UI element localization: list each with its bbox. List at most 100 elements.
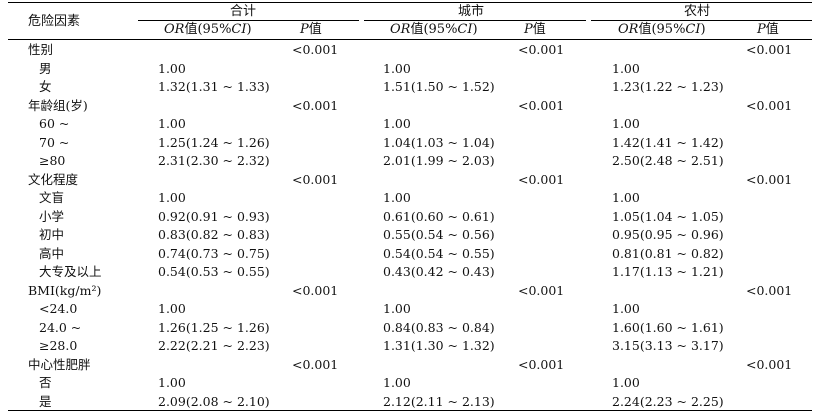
group-rule-rural — [591, 20, 812, 21]
or-value: 2.12(2.11 ~ 2.13) — [383, 393, 495, 409]
or-header-urban: OR值(95%CI) — [390, 21, 478, 39]
or-value: 1.00 — [612, 301, 640, 316]
or-value: 2.24(2.23 ~ 2.25) — [612, 393, 724, 409]
level-label: 24.0 ~ — [39, 319, 82, 335]
p-text: 值 — [308, 22, 322, 37]
p-value: <0.001 — [518, 171, 565, 187]
or-symbol: OR — [164, 22, 185, 37]
level-label: 否 — [39, 375, 52, 390]
or-value: 1.51(1.50 ~ 1.52) — [383, 79, 495, 94]
p-symbol: P — [757, 22, 766, 37]
level-label: ≥28.0 — [39, 338, 78, 353]
or-value: 1.00 — [158, 301, 186, 316]
group-rule-urban — [364, 20, 586, 21]
group-header-total: 合计 — [230, 4, 257, 19]
level-label: 大专及以上 — [39, 264, 102, 279]
or-value: 1.00 — [158, 116, 186, 131]
or-text: 值(95% — [638, 22, 686, 37]
group-label: 中心性肥胖 — [28, 356, 91, 372]
or-value: 1.00 — [612, 190, 640, 205]
or-value: 1.23(1.22 ~ 1.23) — [612, 79, 724, 94]
p-value: <0.001 — [292, 356, 339, 372]
or-value: 1.00 — [383, 301, 411, 316]
level-label: 70 ~ — [39, 134, 70, 150]
p-text: 值 — [765, 22, 779, 37]
or-text: 值(95% — [410, 22, 458, 37]
level-label: 高中 — [39, 245, 65, 261]
level-label: ≥80 — [39, 153, 66, 168]
regression-table: 危险因素 合计 城市 农村 OR值(95%CI) P值 OR值(95%CI) P… — [8, 2, 812, 412]
or-value: 0.54(0.53 ~ 0.55) — [158, 264, 270, 279]
p-value: <0.001 — [292, 171, 339, 187]
or-value: 0.61(0.60 ~ 0.61) — [383, 208, 495, 224]
or-value: 1.00 — [158, 60, 186, 76]
or-value: 1.00 — [158, 375, 186, 390]
p-value: <0.001 — [746, 42, 793, 57]
ci-close: ) — [472, 22, 478, 37]
or-value: 1.00 — [383, 375, 411, 390]
or-value: 0.84(0.83 ~ 0.84) — [383, 319, 495, 335]
or-value: 3.15(3.13 ~ 3.17) — [612, 338, 724, 353]
group-label: 性别 — [28, 42, 54, 57]
level-label: 小学 — [39, 208, 65, 224]
or-header-rural: OR值(95%CI) — [618, 21, 706, 39]
p-value: <0.001 — [518, 282, 565, 298]
group-header-rural: 农村 — [684, 4, 711, 19]
level-label: <24.0 — [39, 301, 78, 316]
or-value: 0.83(0.82 ~ 0.83) — [158, 227, 270, 242]
ci-symbol: CI — [685, 22, 701, 37]
p-value: <0.001 — [292, 97, 339, 113]
header-rule — [8, 39, 812, 40]
or-symbol: OR — [390, 22, 411, 37]
p-value: <0.001 — [518, 356, 565, 372]
bottom-rule — [8, 410, 812, 412]
or-symbol: OR — [618, 22, 639, 37]
or-value: 1.32(1.31 ~ 1.33) — [158, 79, 270, 94]
or-value: 2.50(2.48 ~ 2.51) — [612, 153, 724, 168]
group-label: 文化程度 — [28, 171, 79, 187]
or-value: 0.74(0.73 ~ 0.75) — [158, 245, 270, 261]
or-value: 2.01(1.99 ~ 2.03) — [383, 153, 495, 168]
or-value: 1.31(1.30 ~ 1.32) — [383, 338, 495, 353]
p-value: <0.001 — [746, 97, 793, 113]
or-value: 1.05(1.04 ~ 1.05) — [612, 208, 724, 224]
p-value: <0.001 — [746, 282, 793, 298]
or-value: 1.04(1.03 ~ 1.04) — [383, 134, 495, 150]
or-value: 1.00 — [158, 190, 186, 205]
or-value: 1.00 — [383, 116, 411, 131]
p-symbol: P — [524, 22, 533, 37]
or-text: 值(95% — [184, 22, 232, 37]
or-value: 1.42(1.41 ~ 1.42) — [612, 134, 724, 150]
p-value: <0.001 — [518, 97, 565, 113]
factor-header: 危险因素 — [28, 14, 81, 29]
group-label: BMI(kg/m²) — [28, 282, 102, 298]
p-text: 值 — [532, 22, 546, 37]
ci-symbol: CI — [231, 22, 247, 37]
or-value: 1.26(1.25 ~ 1.26) — [158, 319, 270, 335]
p-value: <0.001 — [746, 356, 793, 372]
group-label: 年龄组(岁) — [28, 97, 88, 113]
p-symbol: P — [300, 22, 309, 37]
or-value: 1.00 — [612, 375, 640, 390]
or-value: 0.92(0.91 ~ 0.93) — [158, 208, 270, 224]
level-label: 男 — [39, 60, 52, 76]
level-label: 文盲 — [39, 190, 65, 205]
ci-close: ) — [246, 22, 252, 37]
level-label: 初中 — [39, 227, 65, 242]
or-value: 1.00 — [612, 60, 640, 76]
p-header-urban: P值 — [524, 21, 546, 39]
level-label: 60 ~ — [39, 116, 70, 131]
or-value: 0.95(0.95 ~ 0.96) — [612, 227, 724, 242]
level-label: 女 — [39, 79, 52, 94]
ci-symbol: CI — [457, 22, 473, 37]
or-value: 0.43(0.42 ~ 0.43) — [383, 264, 495, 279]
p-value: <0.001 — [746, 171, 793, 187]
or-value: 0.81(0.81 ~ 0.82) — [612, 245, 724, 261]
group-header-urban: 城市 — [458, 4, 485, 19]
top-rule — [8, 2, 812, 4]
or-header-total: OR值(95%CI) — [164, 21, 252, 39]
or-value: 1.00 — [383, 190, 411, 205]
or-value: 1.17(1.13 ~ 1.21) — [612, 264, 724, 279]
or-value: 1.60(1.60 ~ 1.61) — [612, 319, 724, 335]
p-value: <0.001 — [518, 42, 565, 57]
